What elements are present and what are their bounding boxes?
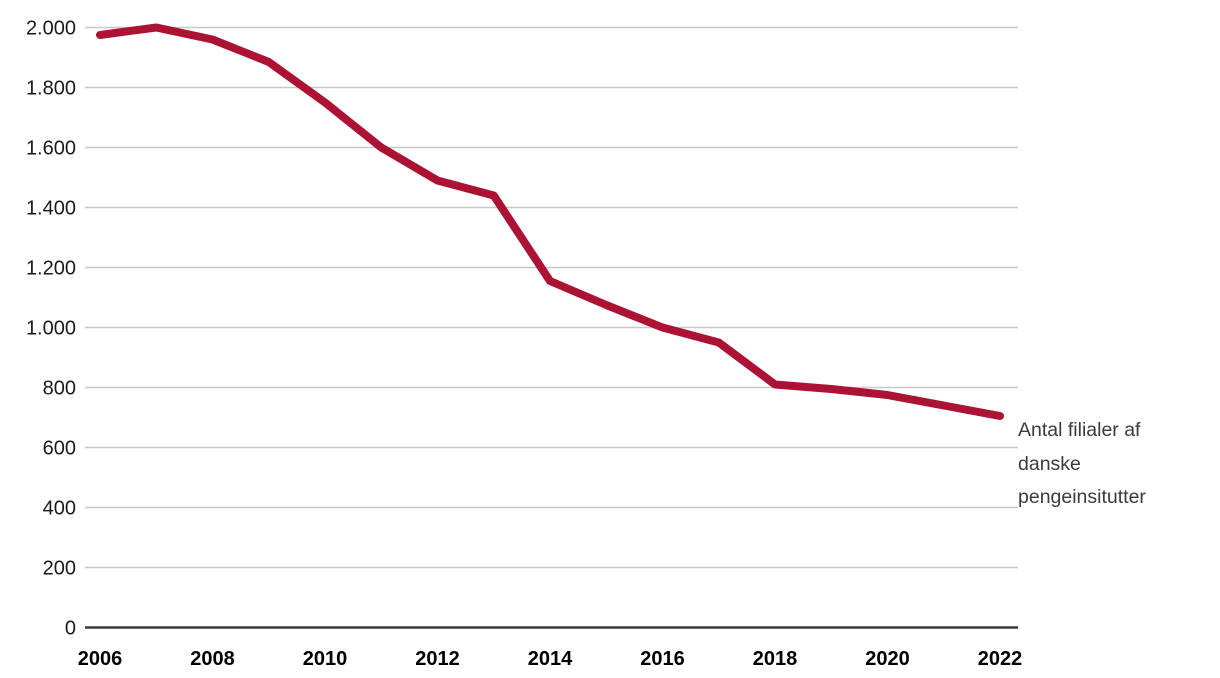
x-tick-label: 2016: [640, 648, 685, 670]
data-line-series: [96, 23, 1004, 420]
y-tick-label: 800: [43, 378, 76, 400]
gridlines-group: [85, 26, 1018, 629]
x-tick-label: 2012: [415, 648, 460, 670]
y-tick-label: 0: [65, 618, 76, 640]
x-tick-label: 2006: [78, 648, 123, 670]
y-tick-label: 600: [43, 438, 76, 460]
x-axis-labels: 2006 2008 2010 2012 2014 2016 2018 2020 2022: [78, 648, 1023, 670]
y-tick-label: 1.400: [26, 198, 76, 220]
y-tick-label: 1.800: [26, 78, 76, 100]
y-tick-label: 2.000: [26, 18, 76, 40]
series-annotation-line-3: pengeinsitutter: [1018, 486, 1146, 508]
x-tick-label: 2022: [978, 648, 1023, 670]
series-annotation-line-2: danske: [1018, 452, 1081, 475]
y-axis-labels: 0 200 400 600 800 1.000 1.200 1.400 1.600 1.800 2.…: [26, 18, 76, 640]
y-tick-label: 1.000: [26, 318, 76, 340]
x-tick-label: 2020: [865, 648, 910, 670]
x-tick-label: 2008: [190, 648, 235, 670]
y-tick-label: 400: [43, 498, 76, 520]
x-tick-label: 2010: [303, 648, 348, 670]
x-tick-label: 2014: [528, 648, 573, 670]
series-annotation: Antal filialer af danske pengeinsitutter: [1018, 414, 1218, 515]
series-annotation-line-1: Antal filialer af: [1018, 419, 1141, 441]
x-tick-label: 2018: [753, 648, 798, 670]
y-tick-label: 1.600: [26, 138, 76, 160]
y-tick-label: 200: [43, 558, 76, 580]
y-tick-label: 1.200: [26, 258, 76, 280]
